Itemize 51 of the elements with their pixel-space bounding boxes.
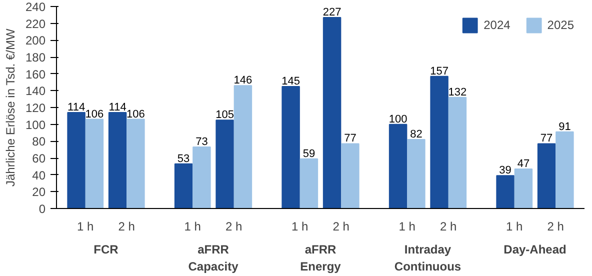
data-label: 100 <box>388 113 408 126</box>
x-tick-label: 1 h <box>184 220 201 234</box>
data-label: 106 <box>85 108 104 120</box>
y-tick-label: 40 <box>32 168 46 182</box>
x-tick-label: 1 h <box>506 220 523 234</box>
y-tick-label: 200 <box>25 34 46 48</box>
data-label: 114 <box>68 102 86 114</box>
data-label: 59 <box>302 148 316 160</box>
data-label: 132 <box>448 86 467 98</box>
legend-label: 2024 <box>484 18 510 32</box>
x-tick-label: 1 h <box>398 220 416 234</box>
x-tick-label: 2 h <box>332 220 350 234</box>
y-tick-label: 140 <box>25 84 46 98</box>
x-tick-label: 1 h <box>292 220 308 234</box>
data-label: 53 <box>177 152 190 165</box>
data-label: 39 <box>499 164 512 177</box>
data-label: 114 <box>108 102 126 114</box>
data-label: 77 <box>540 132 553 145</box>
x-tick-label: 2 h <box>226 220 242 234</box>
data-label: 145 <box>282 75 300 88</box>
text: Intraday Continuous <box>394 242 462 274</box>
data-label: 146 <box>234 74 252 87</box>
y-tick-label: 100 <box>25 118 46 132</box>
y-tick-label: 120 <box>25 101 46 115</box>
data-label: 82 <box>410 128 422 140</box>
data-label: 47 <box>517 158 530 170</box>
x-tick-label: 2 h <box>547 220 564 234</box>
y-tick-label: 240 <box>25 0 46 14</box>
legend-label: 2025 <box>547 18 574 32</box>
y-axis-title: Jährliche Erlöse in Tsd. €/MW <box>3 28 18 187</box>
data-label: 105 <box>216 109 234 122</box>
data-label: 106 <box>126 108 145 120</box>
data-label: 91 <box>558 120 571 133</box>
data-label: 73 <box>196 136 208 148</box>
y-tick-label: 180 <box>25 50 46 64</box>
data-label: 157 <box>430 65 448 78</box>
x-tick-label: 1 h <box>77 220 94 234</box>
text: FCR <box>94 242 119 256</box>
y-tick-label: 80 <box>32 134 46 149</box>
y-tick-label: 160 <box>25 67 46 82</box>
y-tick-label: 0 <box>38 202 46 216</box>
y-tick-label: 220 <box>25 16 46 31</box>
y-tick-label: 20 <box>32 185 46 200</box>
text: aFRR Capacity <box>188 242 239 274</box>
y-tick-label: 60 <box>32 152 46 166</box>
text: Day-Ahead <box>504 242 566 256</box>
x-tick-label: 2 h <box>118 220 135 234</box>
data-label: 227 <box>322 6 342 18</box>
text: aFRR Energy <box>300 242 342 274</box>
data-label: 77 <box>344 132 356 145</box>
x-tick-label: 2 h <box>440 220 457 234</box>
